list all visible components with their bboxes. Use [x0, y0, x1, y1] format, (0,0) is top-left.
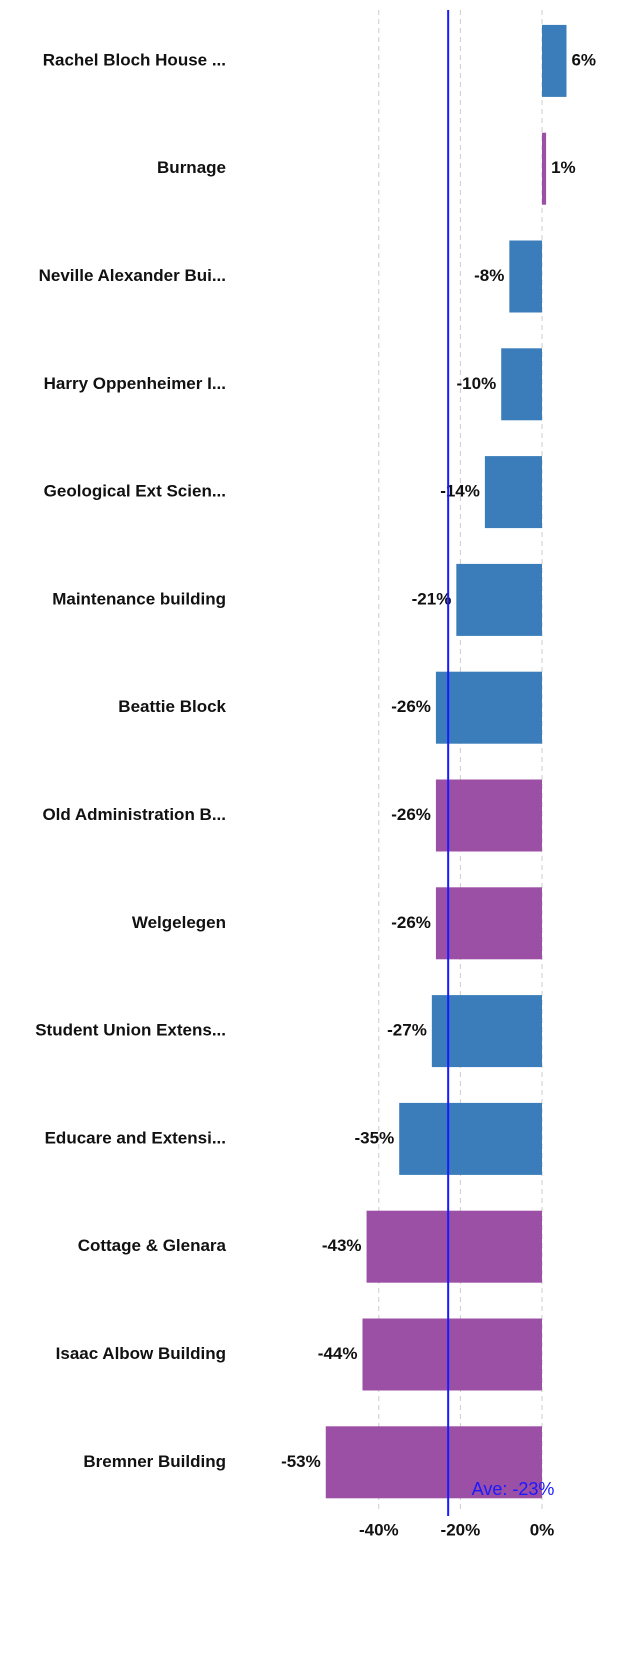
category-label: Old Administration B... [42, 805, 226, 824]
category-label: Student Union Extens... [35, 1021, 226, 1040]
x-tick-label: -40% [359, 1520, 399, 1539]
category-label: Welgelegen [132, 913, 226, 932]
value-label: -44% [318, 1344, 358, 1363]
bar [431, 995, 542, 1068]
category-label: Beattie Block [118, 697, 226, 716]
value-label: 6% [571, 50, 596, 69]
value-label: -26% [391, 805, 431, 824]
category-label: Rachel Bloch House ... [43, 50, 226, 69]
bar [509, 240, 542, 313]
value-label: -43% [322, 1236, 362, 1255]
bar [399, 1102, 542, 1175]
bar [542, 132, 547, 205]
bar [435, 671, 542, 744]
value-label: -26% [391, 697, 431, 716]
category-label: Neville Alexander Bui... [39, 266, 226, 285]
average-label: Ave: -23% [472, 1479, 555, 1499]
bar [542, 24, 567, 97]
category-label: Harry Oppenheimer I... [44, 374, 226, 393]
category-label: Burnage [157, 158, 226, 177]
value-label: -8% [474, 266, 504, 285]
category-label: Educare and Extensi... [45, 1128, 226, 1147]
value-label: -35% [355, 1128, 395, 1147]
bar [362, 1318, 542, 1391]
value-label: -21% [412, 589, 452, 608]
category-label: Bremner Building [83, 1452, 226, 1471]
value-label: -53% [281, 1452, 321, 1471]
value-label: -26% [391, 913, 431, 932]
category-label: Geological Ext Scien... [44, 482, 226, 501]
bar [366, 1210, 542, 1283]
bar [456, 563, 542, 636]
x-tick-label: -20% [441, 1520, 481, 1539]
bar [435, 779, 542, 852]
bar [325, 1426, 542, 1499]
value-label: -14% [440, 482, 480, 501]
value-label: 1% [551, 158, 576, 177]
x-tick-label: 0% [530, 1520, 555, 1539]
value-label: -10% [457, 374, 497, 393]
bar [501, 348, 542, 421]
bar [435, 887, 542, 960]
category-label: Cottage & Glenara [78, 1236, 227, 1255]
value-label: -27% [387, 1021, 427, 1040]
category-label: Isaac Albow Building [56, 1344, 226, 1363]
bar [484, 456, 542, 529]
category-label: Maintenance building [52, 589, 226, 608]
